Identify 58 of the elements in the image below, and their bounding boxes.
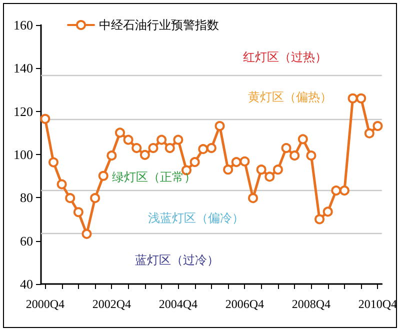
point <box>364 128 374 138</box>
point <box>198 144 208 154</box>
point <box>148 143 158 154</box>
y-tick-label: 80 <box>20 190 33 206</box>
point <box>156 134 167 145</box>
point <box>164 143 175 154</box>
point <box>214 121 225 132</box>
y-tick-label: 120 <box>14 104 33 119</box>
point <box>48 157 58 168</box>
point <box>190 157 200 168</box>
annotation: 红灯区（过热） <box>243 50 327 64</box>
y-tick-label: 160 <box>14 18 33 32</box>
point <box>73 207 84 218</box>
point <box>240 156 250 166</box>
point <box>256 164 266 175</box>
point <box>231 157 242 168</box>
point <box>206 143 216 154</box>
point <box>290 150 300 161</box>
x-tick-label: 2000Q4 <box>26 297 64 311</box>
point <box>56 179 67 190</box>
annotation: 黄灯区（偏热） <box>248 90 332 104</box>
point <box>65 193 76 204</box>
point <box>264 172 275 182</box>
y-tick-label: 60 <box>20 233 33 248</box>
point <box>272 164 283 175</box>
point <box>82 228 92 239</box>
point <box>306 150 316 161</box>
point <box>140 150 150 160</box>
x-tick-label: 2010Q4 <box>358 297 398 311</box>
annotation: 蓝灯区（过冷） <box>135 253 219 267</box>
point <box>132 143 142 154</box>
point <box>90 193 100 204</box>
point <box>314 214 325 224</box>
x-tick-label: 2004Q4 <box>158 297 198 311</box>
annotation: 浅蓝灯区（偏冷） <box>148 211 244 225</box>
y-tick-label: 40 <box>20 276 33 292</box>
point <box>372 121 383 132</box>
y-tick-label: 140 <box>14 60 33 76</box>
point <box>173 134 184 145</box>
point <box>356 93 366 104</box>
point <box>348 93 358 104</box>
point <box>114 128 125 138</box>
point <box>281 143 292 154</box>
x-tick-label: 2008Q4 <box>292 297 331 311</box>
y-tick-label: 100 <box>14 147 33 162</box>
point <box>40 114 50 124</box>
legend-label: 中经石油行业预警指数 <box>99 18 219 32</box>
point <box>98 170 108 181</box>
x-tick-label: 2002Q4 <box>92 297 132 311</box>
point <box>106 150 117 161</box>
point <box>322 206 333 217</box>
point <box>123 134 134 145</box>
point <box>339 186 350 196</box>
point <box>248 193 258 204</box>
point <box>298 134 308 144</box>
point <box>331 186 342 196</box>
x-tick-label: 2006Q4 <box>225 297 264 311</box>
point <box>223 164 234 175</box>
